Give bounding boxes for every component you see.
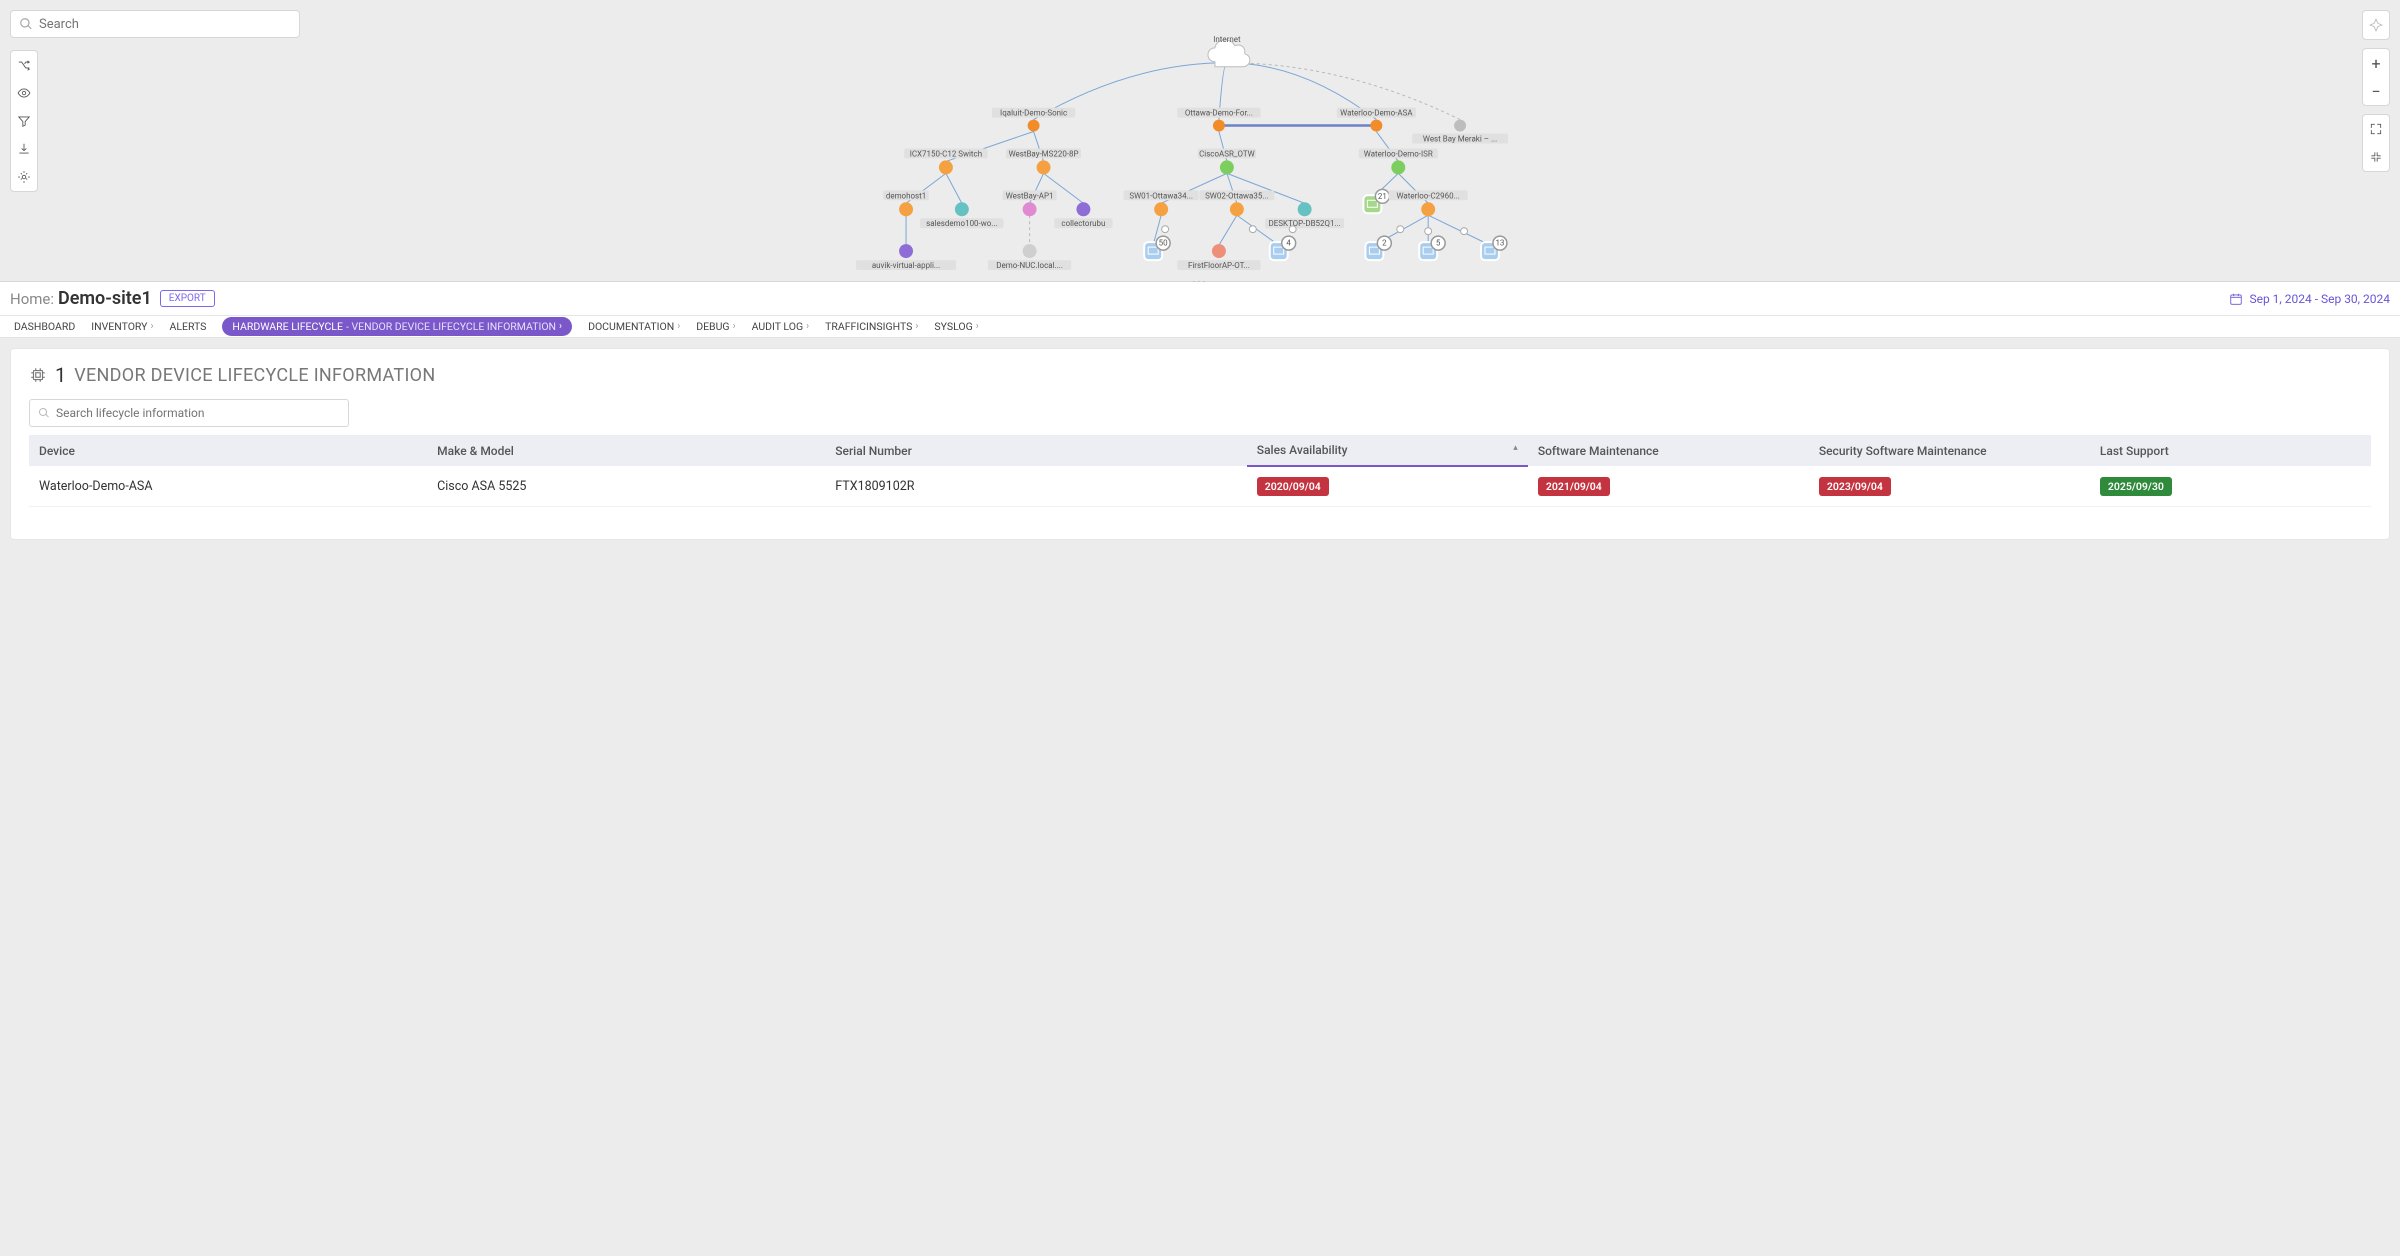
- locate-icon[interactable]: [2363, 11, 2389, 39]
- zoom-toolbar: + −: [2362, 48, 2390, 106]
- svg-text:4: 4: [1286, 239, 1291, 248]
- svg-text:ICX7150-C12 Switch: ICX7150-C12 Switch: [910, 149, 982, 158]
- expand-icon[interactable]: [2363, 115, 2389, 143]
- svg-text:Waterloo-C2960...: Waterloo-C2960...: [1396, 191, 1459, 200]
- tab-dashboard[interactable]: DASHBOARD: [14, 320, 75, 333]
- breadcrumb-home-label: Home:: [10, 290, 54, 308]
- cell-device: Waterloo-Demo-ASA: [29, 466, 427, 507]
- svg-text:Internet: Internet: [1213, 35, 1241, 44]
- table-row[interactable]: Waterloo-Demo-ASA Cisco ASA 5525 FTX1809…: [29, 466, 2371, 507]
- global-search[interactable]: [10, 10, 300, 38]
- col-software[interactable]: Software Maintenance: [1528, 435, 1809, 466]
- svg-text:50: 50: [1159, 239, 1168, 248]
- filter-icon[interactable]: [11, 107, 37, 135]
- locate-toolbar: [2362, 10, 2390, 40]
- map-left-toolbar: [10, 50, 38, 192]
- svg-text:5: 5: [1436, 239, 1441, 248]
- svg-text:collectorubu: collectorubu: [1061, 219, 1105, 228]
- panel-count: 1: [55, 363, 66, 387]
- svg-text:Waterloo-Demo-ISR: Waterloo-Demo-ISR: [1364, 149, 1433, 158]
- col-last[interactable]: Last Support: [2090, 435, 2371, 466]
- global-search-input[interactable]: [39, 17, 291, 32]
- tab-documentation[interactable]: DOCUMENTATION›: [588, 320, 680, 333]
- tab-alerts[interactable]: ALERTS: [169, 320, 206, 333]
- search-icon: [19, 17, 33, 31]
- pill-last: 2025/09/30: [2100, 477, 2172, 496]
- col-security[interactable]: Security Software Maintenance: [1809, 435, 2090, 466]
- cell-make: Cisco ASA 5525: [427, 466, 825, 507]
- pill-sales: 2020/09/04: [1257, 477, 1329, 496]
- pill-software: 2021/09/04: [1538, 477, 1610, 496]
- expand-toolbar: [2362, 114, 2390, 172]
- cell-serial: FTX1809102R: [825, 466, 1247, 507]
- svg-text:2: 2: [1382, 239, 1387, 248]
- gear-icon[interactable]: [11, 163, 37, 191]
- date-range-text: Sep 1, 2024 - Sep 30, 2024: [2249, 292, 2390, 306]
- svg-text:salesdemo100-wo...: salesdemo100-wo...: [926, 219, 997, 228]
- panel-search[interactable]: [29, 399, 349, 427]
- zoom-in-button[interactable]: +: [2363, 49, 2389, 77]
- svg-text:Ottawa-Demo-For...: Ottawa-Demo-For...: [1185, 109, 1253, 118]
- tab-inventory[interactable]: INVENTORY›: [91, 320, 153, 333]
- svg-text:auvik-virtual-appli...: auvik-virtual-appli...: [872, 261, 940, 270]
- svg-text:WestBay-MS220-8P: WestBay-MS220-8P: [1009, 149, 1079, 158]
- svg-text:FirstFloorAP-OT...: FirstFloorAP-OT...: [1188, 261, 1250, 270]
- svg-text:Waterloo-Demo-ASA: Waterloo-Demo-ASA: [1340, 109, 1413, 118]
- svg-text:DESKTOP-DB52Q1...: DESKTOP-DB52Q1...: [1268, 219, 1340, 228]
- tab-audit-log[interactable]: AUDIT LOG›: [752, 320, 810, 333]
- zoom-out-button[interactable]: −: [2363, 77, 2389, 105]
- col-serial[interactable]: Serial Number: [825, 435, 1247, 466]
- col-make[interactable]: Make & Model: [427, 435, 825, 466]
- col-sales[interactable]: Sales Availability: [1247, 435, 1528, 466]
- svg-text:CiscoASR_OTW: CiscoASR_OTW: [1199, 149, 1255, 158]
- tabs-bar: DASHBOARD INVENTORY› ALERTS HARDWARE LIF…: [0, 316, 2400, 338]
- svg-text:Demo-NUC.local....: Demo-NUC.local....: [996, 261, 1063, 270]
- svg-text:SW02-Ottawa35...: SW02-Ottawa35...: [1205, 191, 1269, 200]
- search-icon: [38, 407, 50, 419]
- lifecycle-panel: 1 VENDOR DEVICE LIFECYCLE INFORMATION De…: [10, 348, 2390, 540]
- panel-title: VENDOR DEVICE LIFECYCLE INFORMATION: [74, 365, 435, 386]
- svg-text:WestBay-AP1: WestBay-AP1: [1006, 191, 1054, 200]
- svg-text:West Bay Meraki – ...: West Bay Meraki – ...: [1423, 134, 1497, 143]
- breadcrumb-site[interactable]: Demo-site1: [58, 288, 152, 309]
- panel-search-input[interactable]: [56, 406, 340, 420]
- export-button[interactable]: EXPORT: [160, 290, 215, 307]
- svg-text:13: 13: [1495, 239, 1504, 248]
- date-range-picker[interactable]: Sep 1, 2024 - Sep 30, 2024: [2229, 292, 2390, 306]
- svg-text:demohost1: demohost1: [886, 191, 926, 200]
- col-device[interactable]: Device: [29, 435, 427, 466]
- shuffle-icon[interactable]: [11, 51, 37, 79]
- svg-text:SW01-Ottawa34...: SW01-Ottawa34...: [1129, 191, 1193, 200]
- calendar-icon: [2229, 292, 2243, 306]
- collapse-icon[interactable]: [2363, 143, 2389, 171]
- breadcrumb-bar: Home: Demo-site1 EXPORT Sep 1, 2024 - Se…: [0, 282, 2400, 316]
- tab-hardware-lifecycle[interactable]: HARDWARE LIFECYCLE - VENDOR DEVICE LIFEC…: [222, 317, 572, 336]
- svg-text:Iqaluit-Demo-Sonic: Iqaluit-Demo-Sonic: [1000, 109, 1067, 118]
- chip-icon: [29, 366, 47, 384]
- svg-text:21: 21: [1378, 192, 1387, 201]
- topology-map[interactable]: Internet Iqaluit-Demo-Sonic Ottawa-Demo-Fo…: [0, 0, 2400, 282]
- eye-icon[interactable]: [11, 79, 37, 107]
- pill-security: 2023/09/04: [1819, 477, 1891, 496]
- tab-traffic-insights[interactable]: TRAFFICINSIGHTS›: [825, 320, 918, 333]
- lifecycle-table: Device Make & Model Serial Number Sales …: [29, 435, 2371, 507]
- tab-syslog[interactable]: SYSLOG›: [934, 320, 978, 333]
- download-icon[interactable]: [11, 135, 37, 163]
- tab-debug[interactable]: DEBUG›: [696, 320, 735, 333]
